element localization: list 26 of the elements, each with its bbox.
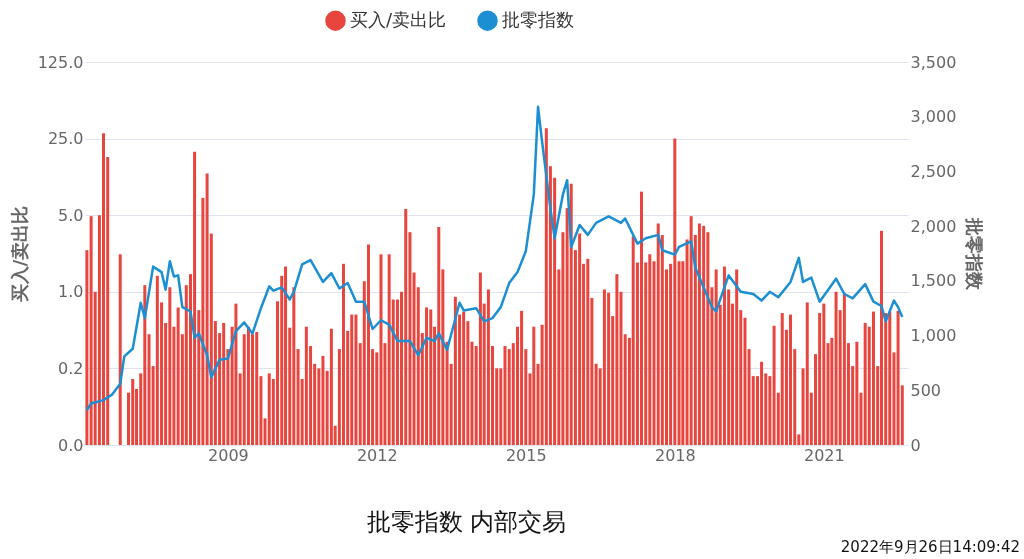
x-tick-label: 2012 [356, 445, 398, 465]
x-tick-label: 2015 [505, 445, 547, 465]
y-tick-label: 5.0 [58, 205, 84, 225]
y2-tick-label: 1,500 [910, 271, 957, 291]
y2-tick-label: 2,500 [910, 161, 957, 181]
text: 2022年9月26日14:09:42 [840, 538, 1020, 556]
x-tick-label: 2021 [803, 445, 845, 465]
x-tick-label: 2018 [654, 445, 696, 465]
y2-tick-label: 500 [910, 380, 942, 400]
text: 批零指数 内部交易 [366, 508, 567, 536]
y2-tick-label: 0 [910, 435, 921, 455]
y-tick-label: 25.0 [47, 129, 84, 149]
y2-axis-title: 批零指数 [964, 217, 986, 291]
x-tick-label: 2009 [208, 445, 249, 465]
y-tick-label: 125.0 [37, 52, 84, 72]
y-tick-label: 1.0 [58, 282, 84, 302]
y2-tick-label: 3,000 [910, 107, 957, 127]
y-tick-label: 0.2 [58, 358, 84, 378]
y-axis-title: 买入/卖出比 [8, 205, 30, 303]
line-series [85, 105, 904, 412]
y2-tick-label: 2,000 [910, 216, 957, 236]
y2-tick-label: 1,000 [910, 326, 957, 346]
legend-label: 批零指数 [502, 8, 574, 30]
y-tick-label: 0.0 [58, 435, 84, 455]
y2-tick-label: 3,500 [910, 52, 957, 72]
legend-label: 买入/卖出比 [350, 8, 447, 30]
